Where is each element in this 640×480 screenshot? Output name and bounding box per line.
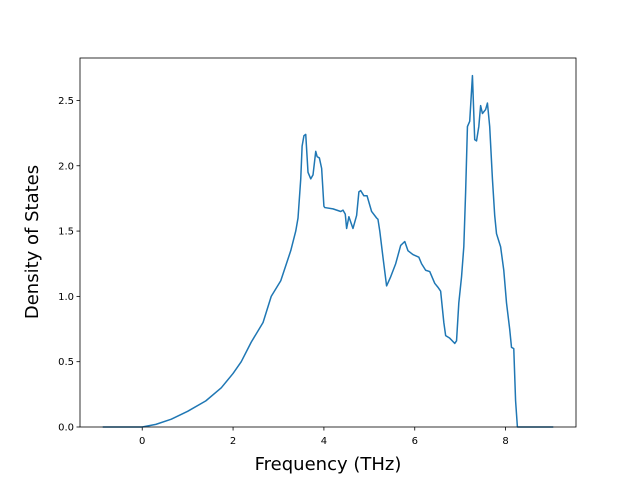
y-tick-label: 2.5 bbox=[58, 96, 74, 107]
x-tick-label: 2 bbox=[230, 436, 236, 447]
y-tick-label: 2.0 bbox=[58, 161, 74, 172]
plot-frame bbox=[79, 57, 577, 428]
data-line bbox=[102, 74, 554, 428]
x-tick-label: 6 bbox=[412, 436, 418, 447]
y-axis-label: Density of States bbox=[22, 165, 43, 319]
x-axis-label: Frequency (THz) bbox=[255, 454, 402, 475]
y-tick-label: 0.0 bbox=[58, 423, 74, 434]
x-tick-label: 4 bbox=[321, 436, 327, 447]
y-tick-label: 1.5 bbox=[58, 227, 74, 238]
y-tick-label: 1.0 bbox=[58, 292, 74, 303]
x-tick-label: 0 bbox=[139, 436, 145, 447]
y-tick-label: 0.5 bbox=[58, 357, 74, 368]
x-tick-label: 8 bbox=[502, 436, 508, 447]
